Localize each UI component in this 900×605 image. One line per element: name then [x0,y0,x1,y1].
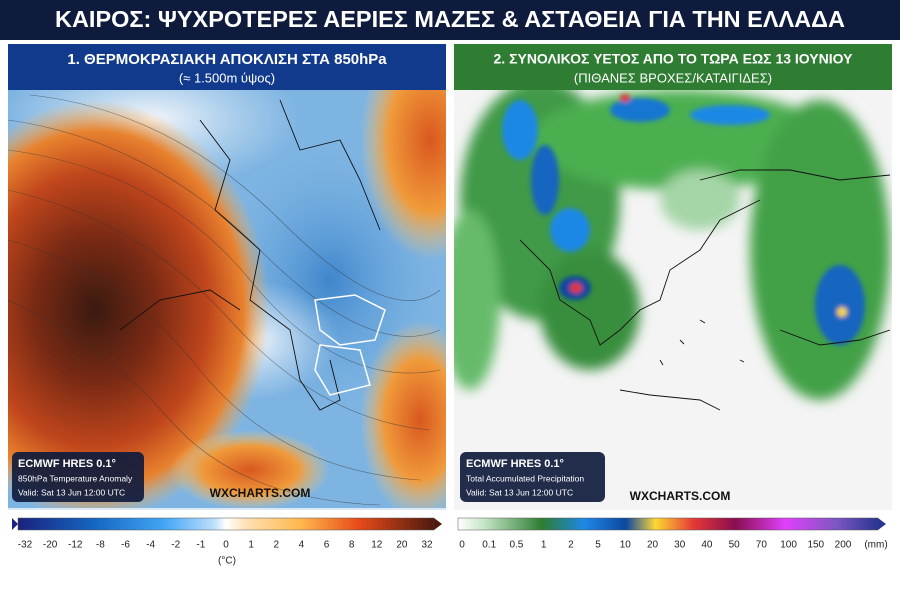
scale-label: 0 [459,540,465,551]
scale-label: 0.1 [482,540,496,551]
panel-title: 1. ΘΕΡΜΟΚΡΑΣΙΑΚΗ ΑΠΟΚΛΙΣΗ ΣΤΑ 850hPa [67,51,387,68]
scale-label: 70 [756,540,768,551]
scale-label: 5 [595,540,601,551]
panel-subtitle: (≈ 1.500m ύψος) [179,70,275,85]
scale-label: -8 [96,540,105,551]
scale-label: 0.5 [509,540,523,551]
scale-label: 20 [647,540,659,551]
scale-label: 100 [780,540,797,551]
page-title: ΚΑΙΡΟΣ: ΨΥΧΡΟΤΕΡΕΣ ΑΕΡΙΕΣ ΜΑΖΕΣ & ΑΣΤΑΘΕ… [55,6,845,32]
scale-label: 20 [396,540,408,551]
title-bar [0,0,900,40]
scale-label: -20 [43,540,58,551]
valid-label: Valid: Sat 13 Jun 12:00 UTC [466,487,573,497]
scale-label: 0 [223,540,229,551]
scale-label: 8 [349,540,355,551]
color-scale [457,517,879,531]
valid-label: Valid: Sat 13 Jun 12:00 UTC [18,487,125,497]
source-label: WXCHARTS.COM [210,486,311,500]
model-label: ECMWF HRES 0.1° [466,458,564,470]
scale-label: -32 [18,540,33,551]
panel-title: 2. ΣΥΝΟΛΙΚΟΣ ΥΕΤΟΣ ΑΠΟ ΤΟ ΤΩΡΑ ΕΩΣ 13 ΙΟ… [494,51,854,67]
scale-label: 6 [324,540,330,551]
scale-unit: (mm) [864,540,887,551]
info-box [460,452,605,502]
scale-label: 2 [568,540,574,551]
scale-unit: (°C) [218,556,236,567]
model-label: ECMWF HRES 0.1° [18,458,116,470]
scale-label: 40 [701,540,713,551]
panel-subtitle: (ΠΙΘΑΝΕΣ ΒΡΟΧΕΣ/ΚΑΤΑΙΓΙΔΕΣ) [574,70,772,85]
scale-label: -2 [171,540,180,551]
scale-label: 10 [620,540,632,551]
source-label: WXCHARTS.COM [630,489,731,503]
panel-header [454,44,892,90]
scale-label: -12 [68,540,83,551]
scale-label: 150 [807,540,824,551]
scale-label: 12 [371,540,383,551]
color-scale [17,517,435,531]
panel-header [8,44,446,90]
scale-label: 1 [248,540,254,551]
info-box [12,452,144,502]
scale-label: -4 [146,540,155,551]
product-label: Total Accumulated Precipitation [466,473,584,483]
scale-label: 4 [299,540,305,551]
precipitation-map [454,90,892,508]
product-label: 850hPa Temperature Anomaly [18,473,133,483]
scale-label: 50 [729,540,741,551]
scale-label: -1 [196,540,205,551]
scale-label: 200 [835,540,852,551]
temperature-map [8,90,446,508]
scale-label: 30 [674,540,686,551]
scale-label: 1 [541,540,547,551]
scale-label: -6 [121,540,130,551]
scale-label: 2 [273,540,279,551]
scale-label: 32 [421,540,433,551]
